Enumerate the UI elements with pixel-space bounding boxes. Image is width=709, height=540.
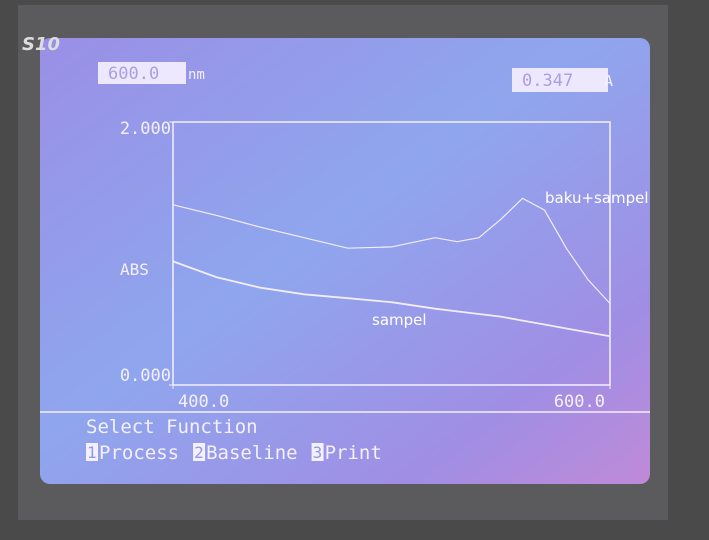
wavelength-box (98, 62, 186, 84)
y-tick-label: 2.000 (120, 119, 171, 139)
series-line (172, 197, 611, 304)
menu-title: Select Function (86, 416, 258, 438)
menu-key-box (193, 443, 206, 461)
x-tick-label: 400.0 (178, 392, 229, 412)
y-axis-label: ABS (120, 260, 149, 279)
wavelength-unit: nm (188, 67, 205, 83)
menu-key-box (86, 443, 98, 461)
menu-key-box (311, 443, 324, 461)
x-tick-label: 600.0 (554, 392, 605, 412)
absorbance-box (512, 68, 608, 92)
y-tick-label: 0.000 (120, 366, 171, 386)
brand-logo: S10 (22, 34, 60, 55)
menu-item: Baseline (206, 442, 298, 464)
menu-key: 3 (313, 443, 323, 462)
lcd-screen (40, 38, 650, 484)
series-label: sampel (372, 311, 427, 329)
absorbance-unit: A (604, 72, 613, 90)
menu: 1 Process 2 Baseline 3 Print (86, 442, 382, 464)
menu-item: Print (325, 442, 382, 464)
menu-key: 1 (87, 443, 97, 462)
series-line (172, 260, 611, 338)
menu-item: Process (99, 442, 179, 464)
absorbance-value: 0.347 (522, 71, 573, 91)
series-label: baku+sampel (545, 189, 649, 207)
wavelength-value: 600.0 (108, 64, 159, 84)
menu-key: 2 (194, 443, 204, 462)
plot-frame (172, 121, 611, 386)
